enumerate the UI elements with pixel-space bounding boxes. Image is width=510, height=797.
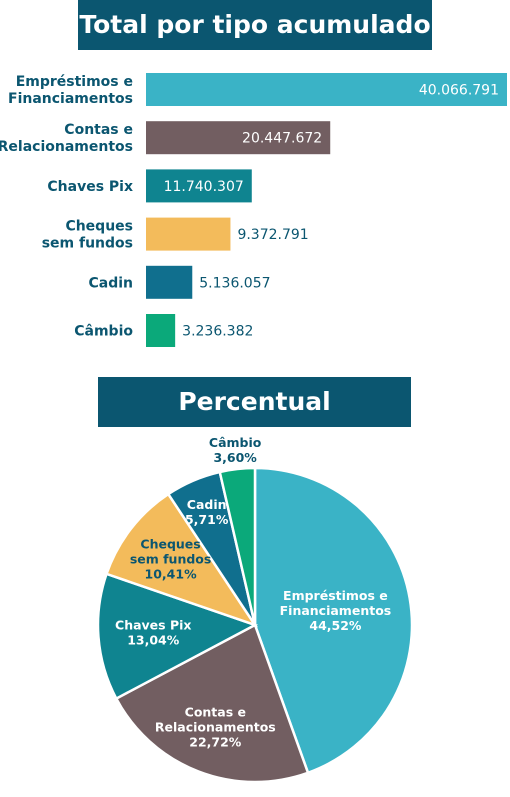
value-label: 5.136.057	[199, 275, 270, 291]
pie-chart-title: Percentual acumulado	[98, 377, 411, 466]
slice-label: Chaves Pix 13,04%	[115, 617, 191, 647]
category-label: Contas e Relacionamentos	[0, 122, 133, 155]
value-label: 3.236.382	[182, 324, 253, 340]
category-label: Chaves Pix	[47, 179, 133, 195]
pie-slice	[253, 466, 414, 775]
bar	[146, 265, 193, 299]
pie-slice	[218, 466, 257, 626]
category-label: Cheques sem fundos	[42, 219, 133, 252]
pie-slice	[104, 492, 259, 628]
category-label: Cadin	[88, 275, 133, 291]
category-label: Empréstimos e Financiamentos	[8, 74, 133, 107]
slice-label: Contas e Relacionamentos 22,72%	[155, 704, 276, 749]
bar	[146, 314, 176, 347]
bar	[146, 169, 252, 203]
pie-slice	[166, 470, 257, 626]
bar	[146, 217, 231, 251]
bar-chart: Empréstimos e Financiamentos 40.066.791 Con…	[0, 73, 507, 347]
value-label: 9.372.791	[237, 227, 308, 243]
slice-label: Empréstimos e Financiamentos 44,52%	[280, 588, 392, 633]
slice-label: Cadin 5,71%	[185, 497, 229, 527]
pie-slice	[114, 623, 310, 784]
value-label: 20.447.672	[242, 131, 322, 147]
value-label: 11.740.307	[164, 179, 244, 195]
bar-chart-title: Total por tipo acumulado	[78, 0, 432, 50]
pie-slice	[96, 572, 259, 701]
bar	[146, 121, 331, 155]
bar	[146, 73, 507, 106]
slice-label: Cheques sem fundos 10,41%	[130, 537, 212, 582]
category-label: Câmbio	[74, 324, 133, 340]
value-label: 40.066.791	[419, 83, 499, 99]
